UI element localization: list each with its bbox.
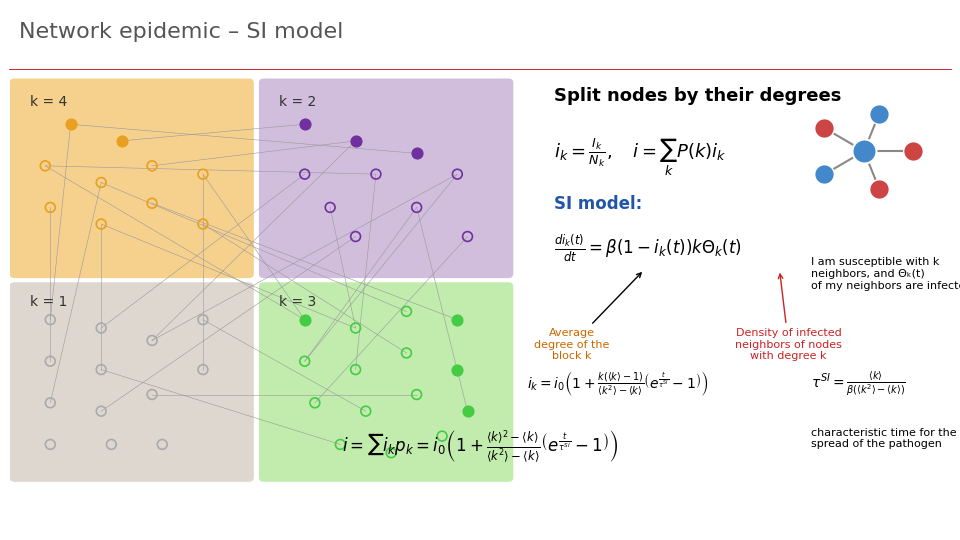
- Point: [144, 336, 159, 345]
- Point: [323, 203, 338, 212]
- Point: [195, 220, 210, 228]
- Text: $i = \sum i_k p_k = i_0\left(1+\frac{\langle k\rangle^2-\langle k\rangle}{\langl: $i = \sum i_k p_k = i_0\left(1+\frac{\la…: [342, 429, 618, 465]
- Point: [307, 399, 323, 407]
- Point: [155, 440, 170, 449]
- Text: $\frac{di_k(t)}{dt} = \beta(1-i_k(t))k\Theta_k(t)$: $\frac{di_k(t)}{dt} = \beta(1-i_k(t))k\T…: [554, 232, 742, 264]
- Point: [297, 357, 312, 366]
- Point: [905, 147, 921, 156]
- Point: [449, 315, 465, 324]
- Point: [195, 365, 210, 374]
- Text: Split nodes by their degrees: Split nodes by their degrees: [554, 87, 841, 105]
- Text: k = 2: k = 2: [279, 95, 317, 109]
- Point: [42, 357, 58, 366]
- Point: [104, 440, 119, 449]
- Text: Density of infected
neighbors of nodes
with degree k: Density of infected neighbors of nodes w…: [735, 274, 842, 361]
- Text: SI model:: SI model:: [554, 195, 642, 213]
- Text: Rensselaer: Rensselaer: [67, 504, 171, 522]
- Point: [409, 149, 424, 158]
- Text: k = 3: k = 3: [279, 295, 317, 309]
- Point: [144, 161, 159, 170]
- Text: Network epidemic – SI model: Network epidemic – SI model: [19, 22, 344, 42]
- Text: Network Epidemic: Network Epidemic: [436, 508, 524, 518]
- Point: [333, 440, 348, 449]
- Point: [348, 323, 363, 332]
- Point: [195, 170, 210, 178]
- FancyBboxPatch shape: [259, 78, 514, 278]
- Point: [369, 170, 384, 178]
- Point: [348, 137, 363, 145]
- Text: I am susceptible with k
neighbors, and Θₖ(t)
of my neighbors are infected.: I am susceptible with k neighbors, and Θ…: [811, 257, 960, 291]
- Point: [398, 307, 414, 316]
- Point: [93, 178, 108, 187]
- Point: [409, 390, 424, 399]
- Point: [358, 407, 373, 415]
- FancyBboxPatch shape: [259, 282, 514, 482]
- Point: [195, 315, 210, 324]
- Point: [93, 365, 108, 374]
- Text: 8: 8: [924, 495, 931, 504]
- Point: [42, 315, 58, 324]
- Text: $i_k = i_0\left(1+\frac{k(\langle k\rangle-1)}{\langle k^2\rangle-\langle k\rang: $i_k = i_0\left(1+\frac{k(\langle k\rang…: [527, 369, 708, 398]
- Point: [449, 170, 465, 178]
- Circle shape: [0, 511, 77, 515]
- Point: [449, 365, 465, 374]
- Point: [93, 323, 108, 332]
- Text: $\tau^{SI} = \frac{\langle k\rangle}{\beta(\langle k^2\rangle-\langle k\rangle)}: $\tau^{SI} = \frac{\langle k\rangle}{\be…: [811, 369, 906, 399]
- Text: Average
degree of the
block k: Average degree of the block k: [535, 273, 641, 361]
- Point: [42, 399, 58, 407]
- FancyBboxPatch shape: [10, 78, 253, 278]
- FancyBboxPatch shape: [10, 282, 253, 482]
- Point: [435, 432, 450, 441]
- Point: [409, 203, 424, 212]
- Point: [37, 161, 53, 170]
- Point: [63, 120, 79, 129]
- Text: k = 1: k = 1: [30, 295, 67, 309]
- Point: [816, 170, 831, 179]
- Point: [144, 199, 159, 207]
- Point: [297, 170, 312, 178]
- Point: [384, 448, 399, 457]
- Point: [93, 220, 108, 228]
- Text: $i_k = \frac{I_k}{N_k},\quad i = \sum_k P(k)i_k$: $i_k = \frac{I_k}{N_k},\quad i = \sum_k …: [554, 137, 726, 178]
- Point: [460, 407, 475, 415]
- Text: k = 4: k = 4: [30, 95, 67, 109]
- Point: [144, 390, 159, 399]
- Point: [42, 440, 58, 449]
- Text: 3/8/2021: 3/8/2021: [888, 522, 931, 531]
- Text: characteristic time for the
spread of the pathogen: characteristic time for the spread of th…: [811, 428, 957, 449]
- Point: [348, 365, 363, 374]
- Point: [872, 109, 887, 118]
- Point: [816, 124, 831, 132]
- Point: [856, 147, 872, 156]
- Point: [460, 232, 475, 241]
- Point: [42, 203, 58, 212]
- Point: [114, 137, 130, 145]
- Point: [297, 315, 312, 324]
- Point: [872, 185, 887, 193]
- Point: [93, 407, 108, 415]
- Point: [348, 232, 363, 241]
- Point: [297, 120, 312, 129]
- Point: [398, 349, 414, 357]
